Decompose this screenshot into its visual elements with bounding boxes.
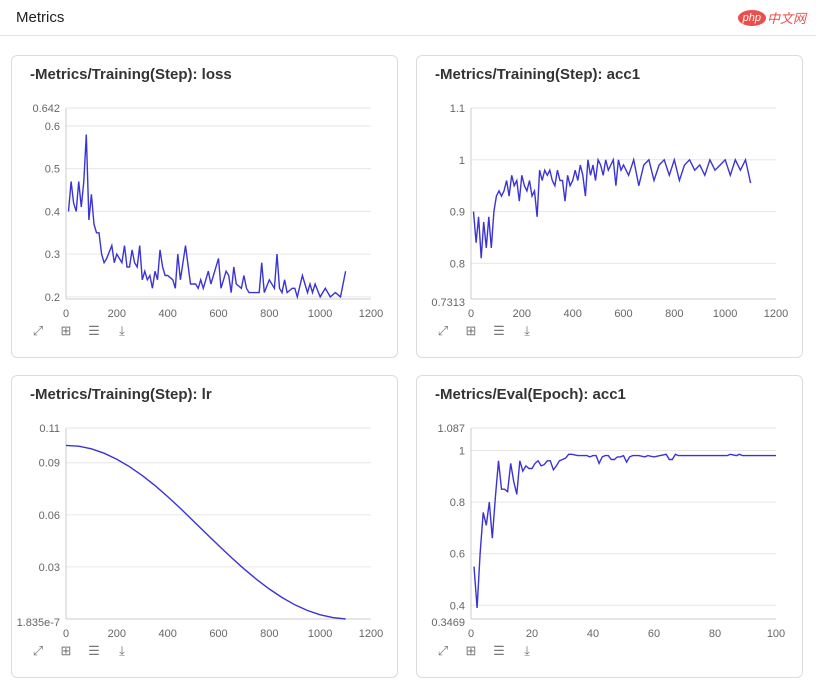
x-tick-label: 1200	[359, 308, 383, 318]
x-tick-label: 600	[209, 628, 227, 638]
x-tick-label: 400	[563, 308, 581, 318]
chart-panel-loss: -Metrics/Training(Step): loss 0.642 0.6 0.5…	[11, 55, 398, 358]
chart-toolbar: ⤢ ⊞ ☰ ⤓	[435, 643, 535, 659]
chart-panel-eval-acc1: -Metrics/Eval(Epoch): acc1 1.087 1 0.8 0.6 0.…	[416, 375, 803, 678]
x-tick-label: 100	[767, 628, 785, 638]
x-tick-label: 1000	[308, 628, 332, 638]
x-tick-label: 0	[63, 628, 69, 638]
x-tick-label: 0	[63, 308, 69, 318]
chart-plot: 0.642 0.6 0.5 0.4 0.3 0.20 200 400 600 800 1000 120…	[32, 103, 383, 318]
y-tick-label: 1.087	[437, 423, 465, 435]
x-tick-label: 600	[209, 308, 227, 318]
fit-icon[interactable]: ⊞	[60, 323, 72, 338]
x-tick-label: 20	[526, 628, 538, 638]
series-line	[67, 134, 347, 300]
x-tick-label: 200	[513, 308, 531, 318]
y-tick-label: 0.11	[39, 423, 60, 435]
y-tick-label: 0.642	[32, 103, 60, 115]
x-tick-label: 0	[468, 308, 474, 318]
y-tick-label: 0.4	[45, 206, 60, 218]
expand-icon[interactable]: ⤢	[32, 643, 44, 658]
watermark-text: 中文网	[766, 11, 806, 26]
chart-toolbar: ⤢ ⊞ ☰ ⤓	[30, 323, 130, 339]
y-tick-label: 0.2	[45, 292, 60, 304]
expand-icon[interactable]: ⤢	[437, 643, 449, 658]
chart-panel-acc1: -Metrics/Training(Step): acc1 1.1 1 0.9 0.8 0…	[416, 55, 803, 358]
x-tick-label: 600	[614, 308, 632, 318]
x-tick-label: 800	[260, 628, 278, 638]
download-icon[interactable]: ⤓	[524, 323, 530, 338]
y-tick-label: 0.09	[39, 458, 60, 470]
y-tick-label: 0.6	[450, 549, 465, 561]
chart-toolbar: ⤢ ⊞ ☰ ⤓	[435, 323, 535, 339]
y-tick-label: 0.8	[450, 497, 465, 509]
chart-plot: 0.11 0.09 0.06 0.03 1.835e-70 200 400 600 800 100…	[17, 423, 384, 638]
y-tick-label: 0.5	[45, 164, 60, 176]
x-tick-label: 1000	[713, 308, 737, 318]
x-tick-label: 800	[665, 308, 683, 318]
chart-toolbar: ⤢ ⊞ ☰ ⤓	[30, 643, 130, 659]
filter-icon[interactable]: ☰	[493, 323, 505, 338]
y-tick-label: 1	[459, 155, 465, 167]
series-line	[472, 157, 752, 259]
y-tick-label: 0.4	[450, 600, 465, 612]
y-tick-label: 0.8	[450, 258, 465, 270]
watermark-php: php	[737, 9, 766, 26]
fit-icon[interactable]: ⊞	[60, 643, 72, 658]
x-tick-label: 60	[648, 628, 660, 638]
plot-area	[471, 428, 776, 619]
y-tick-label: 1	[459, 445, 465, 457]
x-tick-label: 1000	[308, 308, 332, 318]
download-icon[interactable]: ⤓	[119, 643, 125, 658]
watermark-logo: php 中文网	[737, 8, 806, 27]
expand-icon[interactable]: ⤢	[32, 323, 44, 338]
chart-title: -Metrics/Training(Step): lr	[30, 386, 212, 403]
filter-icon[interactable]: ☰	[493, 643, 505, 658]
x-tick-label: 200	[108, 308, 126, 318]
y-tick-label: 0.03	[39, 562, 60, 574]
x-tick-label: 200	[108, 628, 126, 638]
y-tick-label: 0.3	[45, 249, 60, 261]
y-tick-label: 0.06	[39, 510, 60, 522]
x-tick-label: 800	[260, 308, 278, 318]
fit-icon[interactable]: ⊞	[465, 643, 477, 658]
page-header: Metrics php 中文网	[0, 0, 816, 36]
download-icon[interactable]: ⤓	[119, 323, 125, 338]
page-title: Metrics	[16, 9, 65, 26]
x-tick-label: 1200	[764, 308, 788, 318]
chart-title: -Metrics/Training(Step): acc1	[435, 66, 641, 83]
chart-title: -Metrics/Training(Step): loss	[30, 66, 232, 83]
y-tick-label: 0.9	[450, 207, 465, 219]
x-tick-label: 400	[158, 308, 176, 318]
plot-area	[471, 108, 776, 299]
y-tick-label: 0.3469	[431, 617, 465, 629]
y-tick-label: 1.1	[450, 103, 465, 115]
fit-icon[interactable]: ⊞	[465, 323, 477, 338]
y-tick-label: 1.835e-7	[17, 617, 60, 629]
y-tick-label: 0.6	[45, 121, 60, 133]
chart-panel-lr: -Metrics/Training(Step): lr 0.11 0.09 0.06 0…	[11, 375, 398, 678]
filter-icon[interactable]: ☰	[88, 323, 100, 338]
expand-icon[interactable]: ⤢	[437, 323, 449, 338]
x-tick-label: 0	[468, 628, 474, 638]
filter-icon[interactable]: ☰	[88, 643, 100, 658]
series-line	[473, 453, 776, 608]
chart-title: -Metrics/Eval(Epoch): acc1	[435, 386, 626, 403]
x-tick-label: 1200	[359, 628, 383, 638]
plot-area	[66, 108, 371, 299]
y-tick-label: 0.7313	[431, 297, 465, 309]
x-tick-label: 80	[709, 628, 721, 638]
series-line	[65, 444, 346, 620]
x-tick-label: 40	[587, 628, 599, 638]
x-tick-label: 400	[158, 628, 176, 638]
download-icon[interactable]: ⤓	[524, 643, 530, 658]
